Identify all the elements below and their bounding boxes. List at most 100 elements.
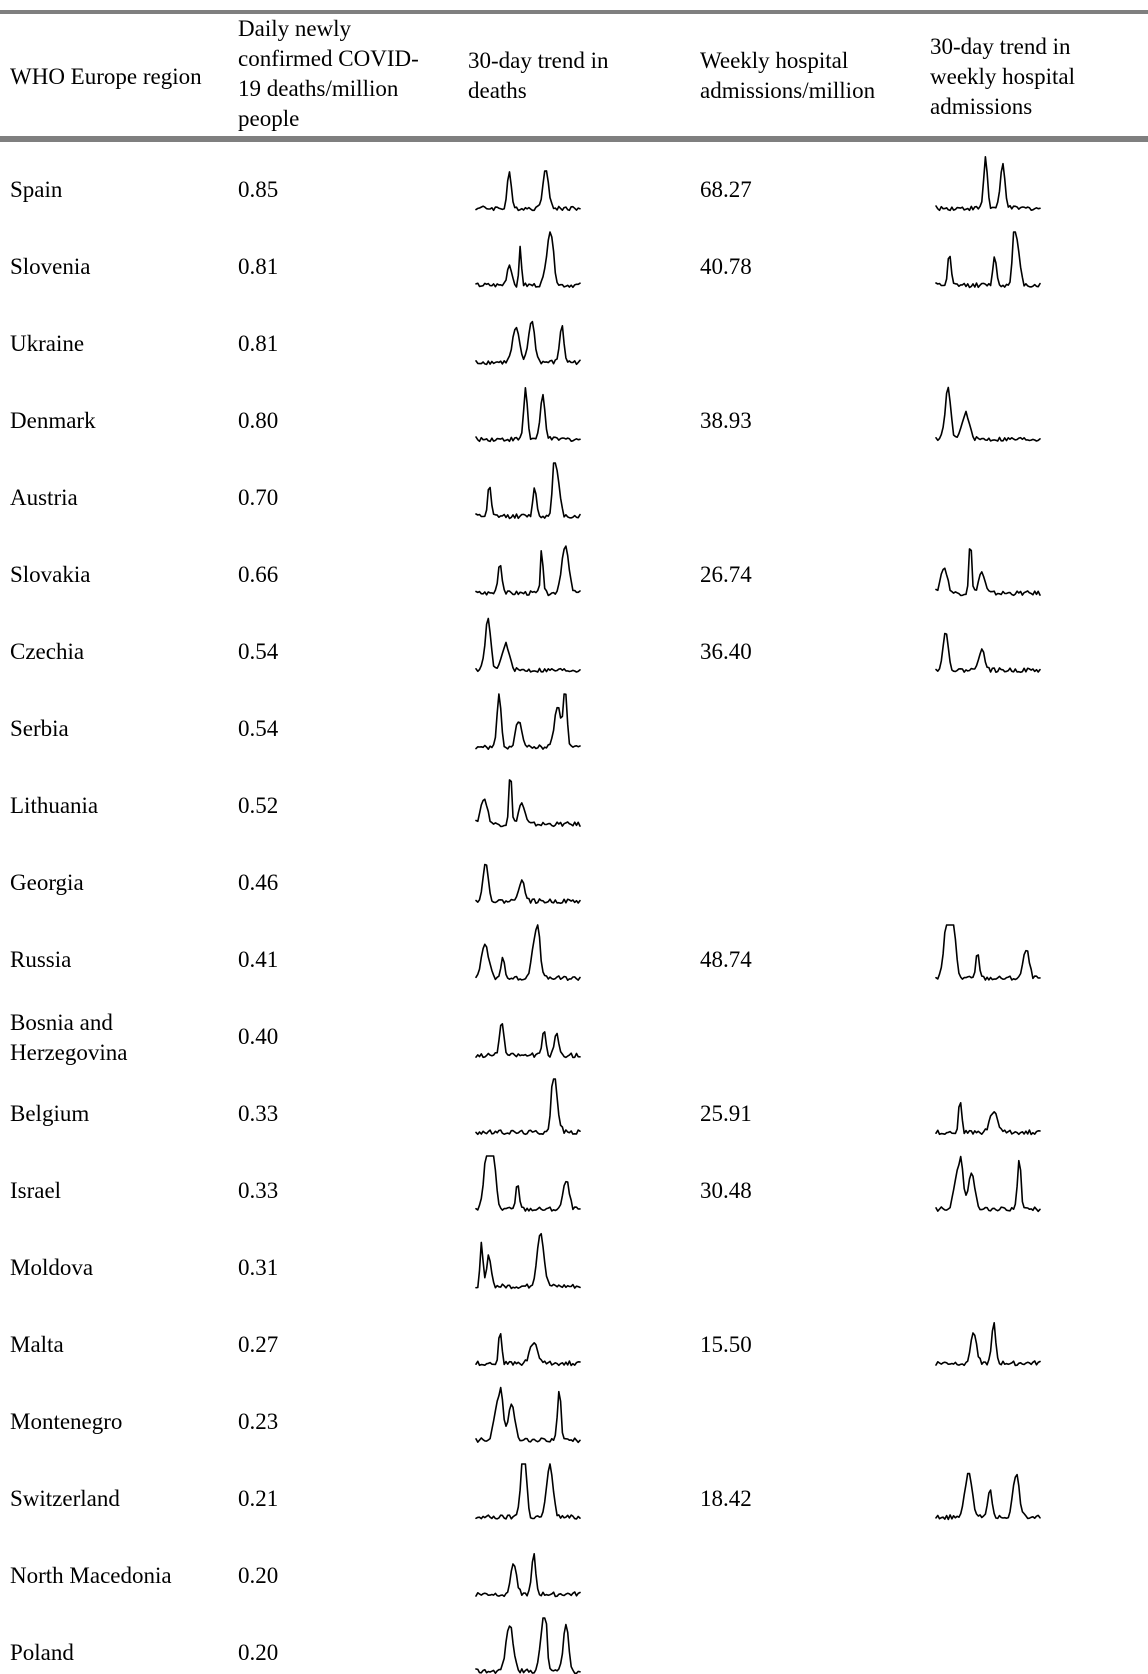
row-deaths-trend-sparkline [475,1553,581,1598]
row-deaths-trend-sparkline [475,924,581,982]
row-admissions-trend-sparkline [935,1155,1041,1213]
table-top-rule [0,10,1148,14]
row-deaths-trend-sparkline [475,1155,581,1212]
row-deaths-value: 0.52 [238,793,279,818]
deaths-trend-line [475,462,581,520]
deaths-trend-line [475,1155,581,1212]
row-deaths-trend-sparkline [475,1078,581,1136]
admissions-trend-line [935,548,1041,597]
row-admissions-trend-sparkline [935,1322,1041,1367]
row-deaths-trend-sparkline [475,863,581,905]
row-admissions-trend-sparkline [935,231,1041,289]
row-region: Slovenia [10,254,91,279]
row-region: Russia [10,947,72,972]
row-region: Georgia [10,870,84,895]
row-deaths-value: 0.46 [238,870,279,895]
deaths-trend-line [475,1232,581,1290]
row-deaths-trend-sparkline [475,462,581,520]
row-deaths-value: 0.33 [238,1178,279,1203]
deaths-trend-line [475,1386,581,1444]
admissions-trend-line [935,924,1041,981]
header-deaths-trend: 30-day trend in deaths [468,48,609,103]
row-admissions-value: 40.78 [700,254,752,279]
header-rule [0,136,1148,142]
deaths-trend-line [475,320,581,366]
deaths-trend-line [475,545,581,597]
row-deaths-value: 0.27 [238,1332,279,1357]
deaths-trend-line [475,863,581,905]
row-admissions-trend-sparkline [935,548,1041,597]
row-region: Belgium [10,1101,90,1126]
row-region: Lithuania [10,793,99,818]
row-admissions-value: 30.48 [700,1178,752,1203]
row-region: Moldova [10,1255,94,1280]
deaths-trend-line [475,170,581,212]
deaths-trend-line [475,693,581,751]
deaths-trend-line [475,924,581,982]
row-admissions-value: 25.91 [700,1101,752,1126]
row-deaths-trend-sparkline [475,231,581,289]
row-deaths-trend-sparkline [475,386,581,443]
deaths-trend-line [475,1463,581,1520]
row-deaths-value: 0.70 [238,485,279,510]
deaths-trend-line [475,1078,581,1136]
row-admissions-value: 68.27 [700,177,752,202]
admissions-trend-line [935,231,1041,289]
admissions-trend-line [935,1472,1041,1521]
row-admissions-value: 15.50 [700,1332,752,1357]
admissions-trend-line [935,1322,1041,1367]
row-admissions-value: 18.42 [700,1486,752,1511]
row-admissions-trend-sparkline [935,924,1041,981]
deaths-trend-line [475,1022,581,1059]
row-deaths-trend-sparkline [475,170,581,212]
row-deaths-trend-sparkline [475,1386,581,1444]
row-deaths-value: 0.54 [238,716,279,741]
row-admissions-value: 26.74 [700,562,752,587]
row-admissions-trend-sparkline [935,632,1041,674]
row-deaths-value: 0.23 [238,1409,279,1434]
row-deaths-trend-sparkline [475,1617,581,1674]
row-admissions-trend-sparkline [935,155,1041,212]
header-admissions: Weekly hospital admissions/million [700,48,876,103]
row-admissions-value: 38.93 [700,408,752,433]
deaths-trend-line [475,1332,581,1367]
row-region: North Macedonia [10,1563,172,1588]
row-admissions-trend-sparkline [935,1101,1041,1136]
header-region: WHO Europe region [10,64,202,89]
row-region: Ukraine [10,331,85,356]
row-region: Poland [10,1640,74,1665]
row-deaths-trend-sparkline [475,1332,581,1367]
row-region: Malta [10,1332,64,1357]
row-deaths-value: 0.40 [238,1024,279,1049]
row-deaths-trend-sparkline [475,617,581,673]
row-region: Israel [10,1178,62,1203]
header-deaths: Daily newly confirmed COVID- 19 deaths/m… [238,16,419,131]
row-region: Bosnia and Herzegovina [10,1010,128,1065]
deaths-trend-line [475,617,581,673]
row-admissions-value: 48.74 [700,947,752,972]
deaths-trend-line [475,779,581,828]
row-deaths-trend-sparkline [475,1232,581,1290]
row-deaths-value: 0.20 [238,1563,279,1588]
row-deaths-trend-sparkline [475,693,581,751]
deaths-trend-line [475,231,581,289]
row-deaths-value: 0.21 [238,1486,279,1511]
row-region: Switzerland [10,1486,120,1511]
row-region: Montenegro [10,1409,123,1434]
row-admissions-trend-sparkline [935,386,1041,442]
row-deaths-trend-sparkline [475,320,581,366]
row-deaths-value: 0.31 [238,1255,279,1280]
admissions-trend-line [935,1101,1041,1136]
row-deaths-value: 0.81 [238,254,279,279]
admissions-trend-line [935,1155,1041,1213]
row-admissions-trend-sparkline [935,1472,1041,1521]
admissions-trend-line [935,386,1041,442]
admissions-trend-line [935,155,1041,212]
row-region: Austria [10,485,78,510]
row-deaths-trend-sparkline [475,545,581,597]
row-deaths-trend-sparkline [475,1022,581,1059]
row-region: Czechia [10,639,85,664]
row-deaths-value: 0.80 [238,408,279,433]
deaths-trend-line [475,1617,581,1674]
